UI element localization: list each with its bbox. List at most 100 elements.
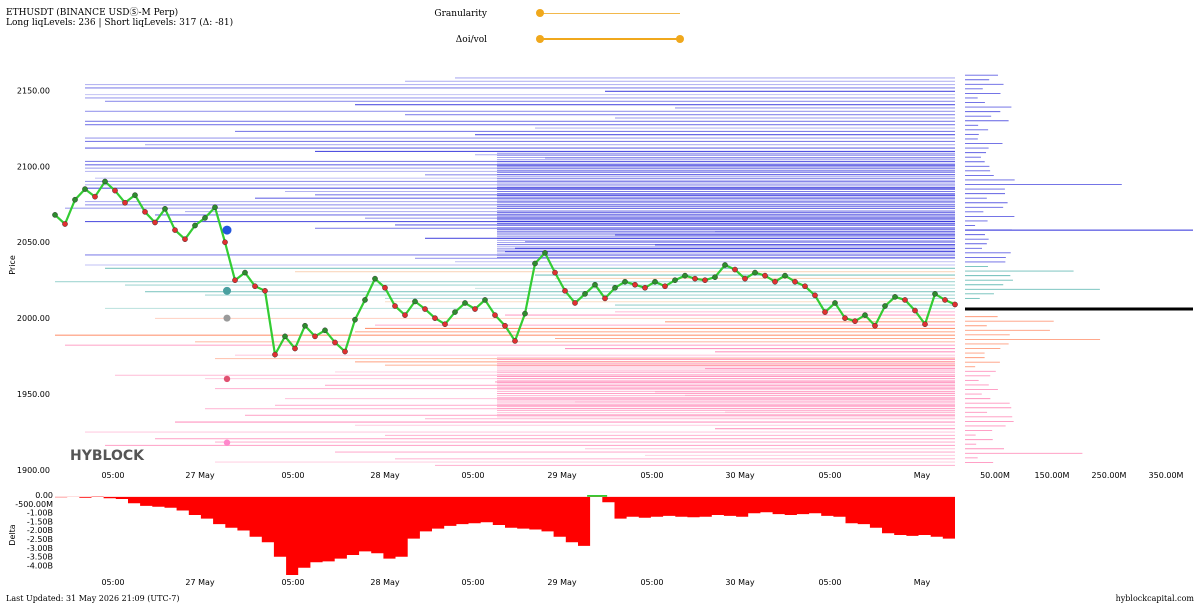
liq-cluster-marker — [223, 375, 231, 383]
price-axis-label: Price — [8, 255, 17, 275]
price-point — [222, 239, 228, 246]
time-axis-tick-label: 05:00 — [818, 471, 841, 480]
price-point — [432, 315, 438, 321]
price-point — [212, 204, 218, 211]
price-point — [882, 303, 888, 309]
price-point — [872, 322, 878, 329]
oi-vol-slider-max-handle[interactable] — [676, 35, 684, 43]
liq-cluster-marker — [222, 225, 232, 235]
delta-axis-tick-label: -2.00B — [27, 526, 53, 535]
oi-vol-slider-min-handle[interactable] — [536, 35, 544, 43]
price-point — [162, 206, 168, 212]
price-point — [452, 309, 458, 315]
trade-markers — [52, 178, 958, 446]
price-point — [782, 272, 788, 279]
price-point — [462, 300, 468, 306]
liq-volume-axis-tick-label: 50.00M — [980, 471, 1010, 480]
price-point — [712, 274, 718, 280]
price-point — [772, 278, 778, 285]
price-point — [842, 315, 848, 321]
granularity-slider-handle[interactable] — [536, 9, 544, 17]
price-point — [612, 284, 618, 291]
price-point — [102, 178, 108, 185]
price-point — [592, 281, 598, 288]
price-point — [922, 321, 928, 328]
site-link[interactable]: hyblockcapital.com — [1115, 594, 1194, 603]
oi-vol-label: Δoi/vol — [455, 35, 487, 45]
liq-volume-axis-tick-label: 150.00M — [1035, 471, 1070, 480]
price-point — [342, 348, 348, 355]
watermark-logo: HYBLOCK — [70, 448, 145, 464]
price-point — [792, 278, 798, 285]
price-point — [312, 333, 318, 340]
price-point — [762, 272, 768, 279]
price-point — [132, 192, 138, 198]
price-point — [412, 298, 418, 305]
price-point — [52, 212, 58, 218]
price-point — [862, 312, 868, 318]
price-point — [402, 312, 408, 318]
liquidation-level-lines — [55, 77, 955, 466]
price-point — [502, 322, 508, 329]
time-axis-tick-label: 05:00 — [640, 471, 663, 480]
price-point — [252, 283, 258, 290]
price-point — [752, 269, 758, 276]
price-point — [232, 277, 238, 283]
price-point — [192, 222, 198, 229]
price-point — [622, 278, 628, 285]
liq-cluster-marker — [223, 439, 231, 446]
price-point — [532, 260, 538, 267]
delta-axis-tick-label: -3.00B — [27, 544, 53, 553]
price-point — [422, 306, 428, 312]
price-point — [682, 272, 688, 279]
price-axis-tick-label: 2050.00 — [17, 238, 50, 247]
time-axis-tick-label: 30 May — [725, 471, 755, 480]
granularity-label: Granularity — [434, 9, 487, 19]
last-updated: Last Updated: 31 May 2026 21:09 (UTC-7) — [6, 594, 180, 603]
price-axis-tick-label: 2100.00 — [17, 162, 50, 171]
liq-cluster-marker — [223, 286, 231, 295]
price-axis-tick-label: 2000.00 — [17, 314, 50, 323]
liq-volume-axis-tick-label: 250.00M — [1092, 471, 1127, 480]
time-axis-tick-label: 27 May — [185, 471, 215, 480]
price-point — [952, 301, 958, 308]
price-point — [512, 338, 518, 344]
price-point — [262, 288, 268, 294]
price-point — [92, 193, 98, 200]
price-point — [122, 199, 128, 206]
price-point — [62, 221, 68, 227]
price-point — [292, 345, 298, 352]
price-point — [112, 187, 118, 194]
delta-axis-tick-label: -500.00M — [15, 500, 53, 509]
price-point — [492, 312, 498, 318]
price-point — [572, 300, 578, 306]
delta-axis-tick-label: -3.50B — [27, 553, 53, 562]
delta-time-axis-tick-label: 28 May — [370, 578, 400, 587]
price-point — [822, 309, 828, 315]
price-point — [702, 277, 708, 283]
granularity-slider-track[interactable] — [540, 13, 680, 14]
price-point — [362, 297, 368, 303]
chart-title: ETHUSDT (BINANCE USDⓈ-M Perp) — [6, 8, 179, 18]
price-point — [472, 306, 478, 312]
price-point — [552, 269, 558, 276]
time-axis-tick-label: 05:00 — [281, 471, 304, 480]
price-point — [652, 278, 658, 285]
price-axis-tick-label: 1950.00 — [17, 390, 50, 399]
delta-axis-label: Delta — [8, 524, 17, 545]
price-axis-tick-label: 2150.00 — [17, 86, 50, 95]
price-point — [802, 283, 808, 290]
liq-volume-axis-tick-label: 350.00M — [1149, 471, 1184, 480]
time-axis-tick-label: May — [914, 471, 931, 480]
delta-axis-tick-label: -4.00B — [27, 561, 53, 570]
liq-volume-histogram — [965, 74, 1193, 463]
time-axis-tick-label: 05:00 — [101, 471, 124, 480]
price-point — [892, 294, 898, 300]
delta-time-axis-tick-label: 05:00 — [281, 578, 304, 587]
time-axis-tick-label: 29 May — [547, 471, 577, 480]
price-point — [692, 275, 698, 282]
price-axis-tick-label: 1900.00 — [17, 466, 50, 475]
price-point — [182, 236, 188, 242]
delta-time-axis-tick-label: 05:00 — [101, 578, 124, 587]
